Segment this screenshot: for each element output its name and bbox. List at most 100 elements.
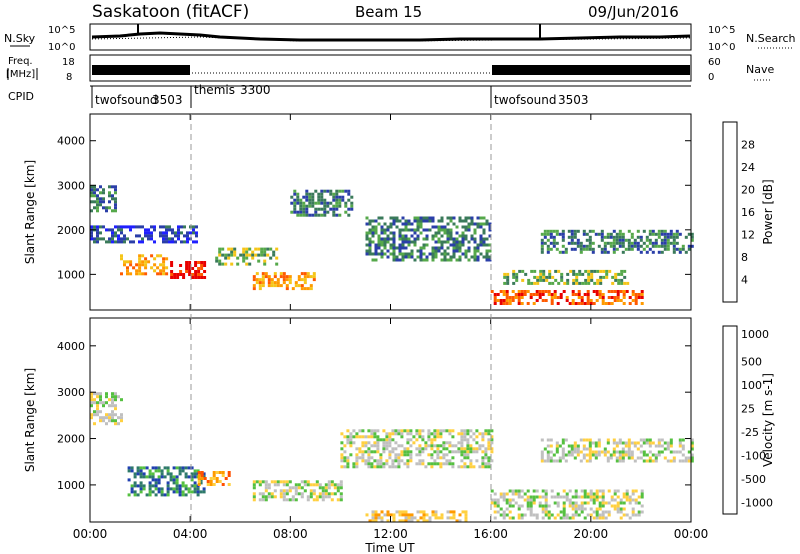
velocity-cell <box>625 492 629 496</box>
power-cell <box>551 281 555 285</box>
power-cell <box>386 240 390 244</box>
power-cell <box>398 252 402 256</box>
velocity-cell <box>412 435 416 439</box>
velocity-cell <box>90 392 93 396</box>
power-cell <box>252 275 256 279</box>
velocity-cell <box>397 456 401 460</box>
power-cell <box>482 237 486 241</box>
velocity-cell <box>613 507 617 511</box>
velocity-cell <box>463 429 467 433</box>
power-cell <box>347 192 351 196</box>
power-cell <box>467 222 471 226</box>
power-cell <box>258 281 262 285</box>
power-cell <box>467 246 471 250</box>
power-cell <box>236 262 240 266</box>
power-cell <box>156 254 160 258</box>
power-cell <box>599 281 603 285</box>
power-cell <box>428 252 432 256</box>
velocity-cell <box>398 510 402 514</box>
velocity-cell <box>291 495 295 499</box>
power-cell <box>290 210 294 214</box>
velocity-cell <box>595 498 599 502</box>
power-cell <box>159 269 163 273</box>
power-cell <box>575 278 579 282</box>
velocity-cell <box>410 519 414 523</box>
power-cell <box>623 281 627 285</box>
velocity-cell <box>197 474 201 477</box>
power-cell <box>335 189 339 193</box>
velocity-cell <box>561 453 565 457</box>
power-cell <box>514 293 518 296</box>
power-cell <box>183 234 186 238</box>
velocity-cell <box>355 447 359 451</box>
power-cell <box>590 275 594 279</box>
velocity-cell <box>457 450 461 454</box>
velocity-cell <box>400 435 404 439</box>
power-cell <box>150 234 153 238</box>
power-cell <box>192 240 195 244</box>
velocity-cell <box>364 450 368 454</box>
power-cell <box>515 278 519 282</box>
velocity-cell <box>508 504 512 508</box>
power-cell <box>639 250 643 254</box>
power-cell <box>398 234 402 238</box>
power-cell <box>458 258 462 262</box>
velocity-cell <box>394 465 398 469</box>
velocity-cell <box>397 462 401 466</box>
velocity-cell <box>392 513 396 517</box>
power-cell <box>473 240 477 244</box>
power-cell <box>582 229 586 233</box>
power-cell <box>305 195 309 199</box>
power-cell <box>93 188 96 192</box>
power-cell <box>425 243 429 247</box>
velocity-cell <box>561 456 565 460</box>
velocity-cell <box>639 456 643 460</box>
velocity-cell <box>264 495 268 499</box>
noise-left-tick-bottom: 10^0 <box>48 42 75 53</box>
velocity-cell <box>627 450 631 454</box>
power-cell <box>584 278 588 282</box>
power-cell <box>105 240 108 244</box>
power-cell <box>374 225 378 229</box>
velocity-cell <box>368 519 372 523</box>
cpid-mode-3-name: twofsound <box>494 93 557 107</box>
velocity-cell <box>613 492 617 496</box>
velocity-cell <box>139 481 143 485</box>
velocity-cell <box>418 447 422 451</box>
velocity-cell <box>361 456 365 460</box>
power-cell <box>395 246 399 250</box>
power-cell <box>188 267 192 270</box>
velocity-cell <box>615 441 619 445</box>
velocity-cell <box>175 475 179 479</box>
velocity-cell <box>415 429 419 433</box>
power-cell <box>449 219 453 223</box>
power-cell <box>613 299 617 302</box>
velocity-cell <box>684 459 688 463</box>
power-cell <box>263 262 267 266</box>
power-cell <box>631 290 635 293</box>
power-cell <box>512 275 516 279</box>
velocity-cell <box>364 441 368 445</box>
power-cell <box>627 229 631 233</box>
power-cell <box>470 219 474 223</box>
power-cell <box>311 192 315 196</box>
power-cell <box>413 216 417 220</box>
power-cell <box>294 284 298 288</box>
velocity-cell <box>270 495 274 499</box>
power-cell <box>338 213 342 217</box>
power-cell <box>544 299 548 302</box>
power-cell <box>192 228 195 232</box>
velocity-cell <box>321 486 325 490</box>
velocity-cell <box>324 483 328 487</box>
power-cell <box>458 243 462 247</box>
velocity-cell <box>412 441 416 445</box>
power-cell <box>117 237 120 241</box>
power-cell <box>422 228 426 232</box>
velocity-cell <box>343 435 347 439</box>
power-cell <box>371 231 375 235</box>
power-cell <box>162 266 166 270</box>
velocity-cell <box>428 519 432 523</box>
power-cell <box>590 269 594 273</box>
power-cell <box>150 266 154 270</box>
